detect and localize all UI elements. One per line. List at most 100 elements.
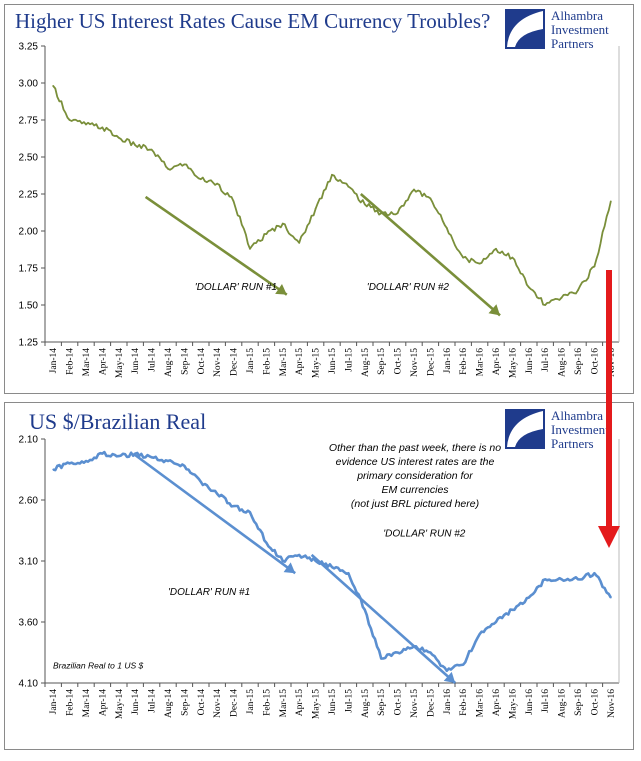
data-point [183, 163, 186, 166]
x-tick-label: Nov-14 [213, 348, 223, 377]
annotation-note: Other than the past week, there is no ev… [295, 441, 535, 511]
data-point [347, 572, 350, 575]
x-tick-label: Jul-14 [148, 348, 158, 372]
data-point [609, 596, 612, 599]
series-line [52, 450, 612, 673]
x-tick-label: Jul-14 [148, 689, 158, 713]
trend-arrow-2-head [443, 671, 456, 683]
x-tick-label: Feb-14 [66, 689, 76, 716]
x-tick-label: Jul-16 [541, 689, 551, 713]
data-point [249, 511, 251, 514]
data-point [101, 126, 104, 129]
y-tick-label: 3.25 [19, 42, 39, 53]
y-tick-label: 3.10 [19, 557, 39, 568]
data-point [232, 200, 235, 203]
x-tick-label: Dec-15 [426, 689, 436, 717]
note-line: primary consideration for [357, 470, 473, 482]
x-tick-label: Jan-14 [49, 689, 59, 715]
data-point [577, 289, 579, 292]
data-point [363, 608, 366, 611]
data-point [429, 651, 432, 654]
data-point [68, 462, 71, 465]
x-tick-label: Mar-15 [279, 348, 289, 377]
data-point [527, 286, 530, 289]
data-point [281, 222, 284, 225]
y-tick-label: 3.60 [19, 618, 39, 629]
trend-arrow-2-shaft [359, 193, 501, 317]
y-tick-label: 2.60 [19, 496, 39, 507]
run-1-label: 'DOLLAR' RUN #1 [168, 587, 250, 598]
x-tick-label: Sep-15 [377, 348, 387, 375]
x-tick-label: Mar-14 [82, 348, 92, 377]
data-point [281, 560, 284, 562]
data-point [52, 85, 55, 87]
logo-line-1: Alhambra [551, 8, 603, 23]
chart-panel-treasury: Higher US Interest Rates Cause EM Curren… [4, 4, 634, 394]
y-tick-label: 2.50 [19, 153, 39, 164]
x-tick-label: Apr-16 [492, 689, 502, 716]
trend-arrow-1-head [275, 284, 287, 295]
data-point [52, 468, 55, 471]
data-point [445, 669, 448, 672]
data-point [117, 136, 120, 139]
x-tick-label: Jan-15 [246, 348, 256, 374]
trend-arrow-2-shaft [310, 553, 457, 684]
data-point [85, 123, 87, 126]
x-tick-label: Jun-14 [131, 348, 141, 374]
trend-arrow-1-shaft [144, 195, 288, 296]
chart-title: US $/Brazilian Real [29, 409, 207, 434]
data-point [577, 578, 579, 581]
data-point [167, 460, 169, 462]
data-point [396, 212, 399, 215]
x-tick-label: Mar-14 [82, 689, 92, 718]
x-tick-label: Oct-15 [394, 689, 404, 716]
series-line [52, 85, 612, 306]
note-line: evidence US interest rates are the [335, 456, 495, 468]
data-point [380, 657, 383, 660]
data-point [609, 200, 612, 203]
data-point [298, 554, 301, 556]
y-tick-label: 1.25 [19, 338, 39, 349]
x-tick-label: Jan-14 [49, 348, 59, 374]
x-tick-label: Jul-16 [541, 348, 551, 372]
x-tick-label: Jan-16 [443, 348, 453, 374]
data-point [527, 596, 530, 599]
note-line: (not just BRL pictured here) [350, 498, 480, 510]
data-point [85, 460, 87, 462]
x-tick-label: Feb-16 [459, 348, 469, 375]
logo-mark-icon [505, 409, 545, 449]
x-tick-label: Apr-15 [295, 689, 305, 716]
x-tick-label: Aug-16 [558, 348, 568, 377]
x-tick-label: Sep-14 [180, 689, 190, 716]
data-point [265, 233, 268, 235]
x-tick-label: May-16 [508, 689, 518, 719]
logo-line-2: Investment [551, 422, 609, 437]
x-tick-label: Aug-15 [361, 689, 371, 718]
chart-panel-brl: US $/Brazilian Real Alhambra Investment … [4, 402, 634, 750]
data-point [117, 455, 120, 457]
logo-mark-icon [505, 9, 545, 49]
x-tick-label: Feb-14 [66, 348, 76, 375]
x-tick-label: Sep-14 [180, 348, 190, 375]
x-tick-label: Feb-16 [459, 689, 469, 716]
data-point [511, 608, 514, 611]
x-tick-label: Aug-15 [361, 348, 371, 377]
data-point [363, 203, 366, 206]
run-2-label: 'DOLLAR' RUN #2 [383, 529, 466, 540]
x-tick-label: Aug-14 [164, 689, 174, 718]
x-tick-label: Nov-15 [410, 689, 420, 718]
data-point [445, 227, 448, 229]
logo-line-1: Alhambra [551, 408, 603, 423]
x-tick-label: Sep-16 [574, 689, 584, 716]
x-tick-label: Dec-14 [230, 348, 240, 376]
data-point [199, 178, 202, 181]
run-1-label: 'DOLLAR' RUN #1 [195, 282, 277, 293]
data-point [298, 241, 301, 244]
logo-line-3: Partners [551, 436, 594, 451]
x-tick-label: Nov-15 [410, 348, 420, 377]
y-tick-label: 3.00 [19, 79, 39, 90]
x-tick-label: Aug-14 [164, 348, 174, 377]
x-tick-label: Sep-16 [574, 348, 584, 375]
data-point [593, 265, 596, 268]
data-point [150, 456, 153, 459]
